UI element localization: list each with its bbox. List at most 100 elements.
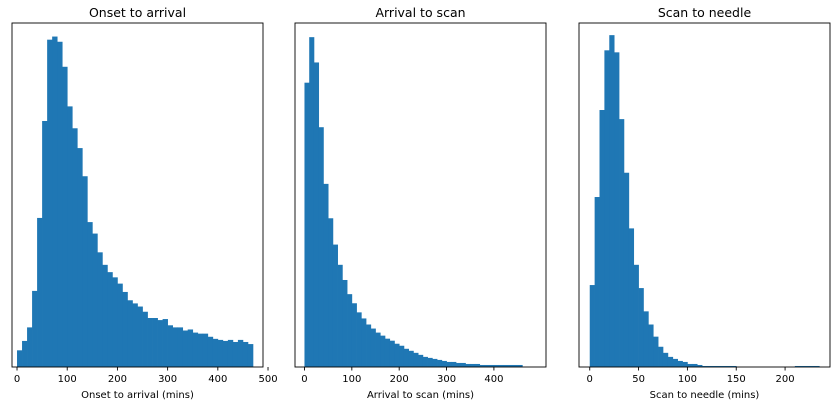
histogram-bar [451,361,457,367]
histogram-bar [147,318,153,367]
panel-onset-to-arrival: Onset to arrival 0 100 200 300 400 500 Onset … [11,5,278,401]
histogram-bar [42,120,48,368]
histogram-bar [62,66,68,367]
histogram-bar [97,252,103,367]
x-axis-label: Scan to needle (mins) [650,390,760,401]
histogram-bar [399,345,405,367]
histogram-bar [142,311,148,367]
histogram-bar [32,290,38,367]
histogram-bar [162,319,168,367]
histogram-bar [351,303,357,367]
x-tick-label: 500 [258,374,277,385]
histogram-bar [653,336,659,367]
histogram-bar [222,340,229,367]
histogram-bar [493,364,499,367]
x-tick-label: 0 [14,374,20,385]
x-tick-label: 50 [632,374,645,385]
histogram-bar [662,352,669,367]
histogram-bar [726,365,732,367]
histogram-bar [692,363,698,367]
histogram-bar [177,327,184,367]
histogram-bar [648,324,654,367]
histogram-bar [342,279,348,367]
histogram-bar [77,148,83,367]
x-tick-label: 150 [727,374,746,385]
histogram-bar [52,36,58,368]
x-tick-label: 400 [484,374,503,385]
x-tick-label: 200 [776,374,795,385]
histogram-bar [127,300,133,367]
histogram-bar [72,128,78,367]
histogram-bar [432,358,438,367]
panel-arrival-to-scan: Arrival to scan 0 100 200 300 400 Arrival to… [294,5,547,401]
histogram-bar [437,359,443,367]
x-tick-label: 0 [301,374,307,385]
histogram-bar [361,318,367,367]
histogram-bar [470,363,476,367]
histogram-bar [484,364,490,367]
histogram-bar [380,335,386,367]
histogram-bar [441,360,447,367]
histogram-bar [609,35,615,367]
x-ticks: 0 100 200 300 400 [301,367,503,385]
histogram-bar [187,329,194,367]
histogram-bar [489,364,495,367]
histogram-bar [366,324,372,367]
histogram-bar [697,364,703,367]
histogram-bar [87,222,93,367]
histogram-bar [389,340,395,367]
histogram-bar [394,343,400,367]
x-tick-label: 300 [158,374,177,385]
histogram-bar [318,127,324,368]
histogram-bar [594,197,600,367]
histogram-bar [117,283,123,367]
histogram-bar [667,356,674,367]
axes-frame [294,22,547,368]
histogram-bar [658,346,664,367]
bars [304,37,523,368]
histogram-bar [309,37,315,367]
histogram-bar [152,318,158,367]
x-tick-label: 100 [678,374,697,385]
histogram-bar [197,333,204,367]
bars [589,35,820,368]
histogram-bar [27,327,33,367]
histogram-bar [132,303,138,367]
histogram-bar [237,339,244,367]
histogram-bar [479,364,485,367]
histogram-bar [172,327,179,367]
histogram-bar [814,365,820,367]
histogram-bar [702,365,708,367]
histogram-bar [427,357,433,367]
axes-frame [578,22,831,368]
histogram-bar [711,365,718,367]
chart-title: Arrival to scan [375,5,465,20]
histogram-bar [57,41,63,367]
histogram-bar [460,362,466,367]
histogram-bar [804,365,810,367]
histogram-bar [17,350,23,367]
histogram-bar [337,264,343,367]
histogram-bar [313,62,320,368]
histogram-bar [604,50,610,367]
histogram-bar [182,330,189,367]
histogram-bar [687,363,693,367]
histogram-bar [677,360,683,367]
x-axis-label: Arrival to scan (mins) [367,390,474,401]
histogram-bar [375,332,381,367]
histogram-bar [227,339,234,367]
histogram-bar [323,183,329,367]
x-ticks: 0 100 200 300 400 500 [14,367,278,385]
histogram-bar [37,217,43,367]
histogram-bar [67,106,73,367]
histogram-bar [212,338,219,367]
histogram-bar [512,364,518,367]
histogram-bar [422,356,428,367]
x-tick-label: 200 [390,374,409,385]
histogram-bar [498,364,504,367]
histogram-bar [633,264,639,367]
histogram-bar [137,306,143,367]
histogram-bar [192,332,199,367]
histogram-bar [82,176,88,367]
